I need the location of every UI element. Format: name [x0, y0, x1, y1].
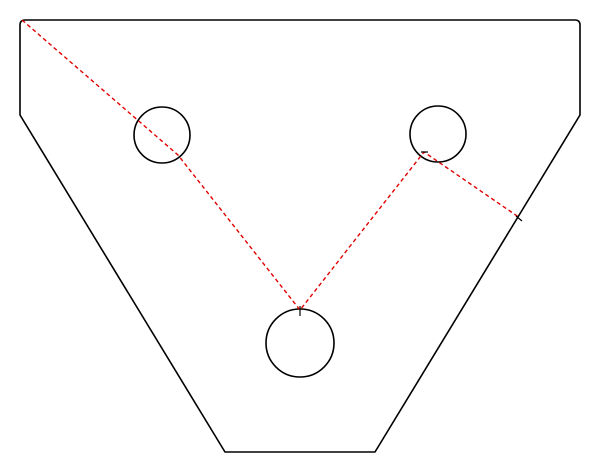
hole [265, 308, 335, 378]
plate-outline [19, 19, 581, 453]
end-tick [515, 215, 523, 222]
hole [409, 105, 467, 163]
hole [133, 106, 191, 164]
path-line [21, 19, 521, 312]
